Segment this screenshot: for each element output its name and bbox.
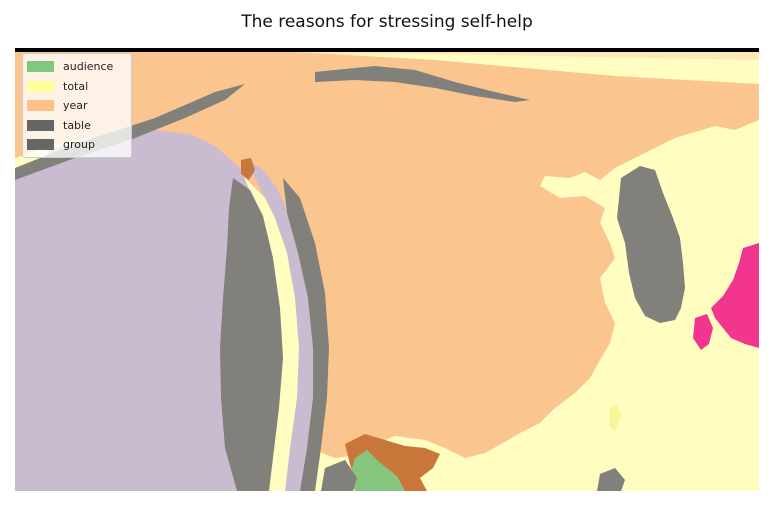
legend-label-year: year — [63, 99, 88, 113]
legend-label-total: total — [63, 79, 89, 93]
top-border — [15, 48, 759, 52]
group-region-peninsula — [617, 166, 685, 323]
table-region-south — [321, 460, 357, 491]
legend-item-year: year — [27, 96, 127, 116]
table-region-strip — [283, 178, 329, 491]
audience-region — [349, 450, 405, 491]
legend-item-audience: audience — [27, 57, 127, 77]
lavender-region-west — [15, 130, 253, 491]
table-region-northeast — [315, 66, 530, 102]
legend-item-total: total — [27, 77, 127, 97]
legend-item-table: table — [27, 116, 127, 136]
table-region-west — [220, 178, 283, 491]
legend: audience total year table group — [22, 53, 132, 158]
pink-region-east — [711, 243, 759, 348]
legend-label-audience: audience — [63, 60, 114, 74]
legend-swatch-table — [27, 119, 54, 131]
legend-swatch-total — [27, 80, 54, 92]
legend-swatch-audience — [27, 61, 54, 73]
legend-item-group: group — [27, 135, 127, 155]
legend-swatch-group — [27, 139, 54, 151]
legend-label-table: table — [63, 118, 91, 132]
brown-region-north — [241, 158, 255, 180]
group-region-southeast — [597, 468, 625, 491]
pink-region-island — [693, 314, 713, 350]
legend-swatch-year — [27, 100, 54, 112]
legend-label-group: group — [63, 138, 95, 152]
map-title: The reasons for stressing self-help — [241, 12, 533, 32]
yellow-region-island — [609, 404, 621, 432]
